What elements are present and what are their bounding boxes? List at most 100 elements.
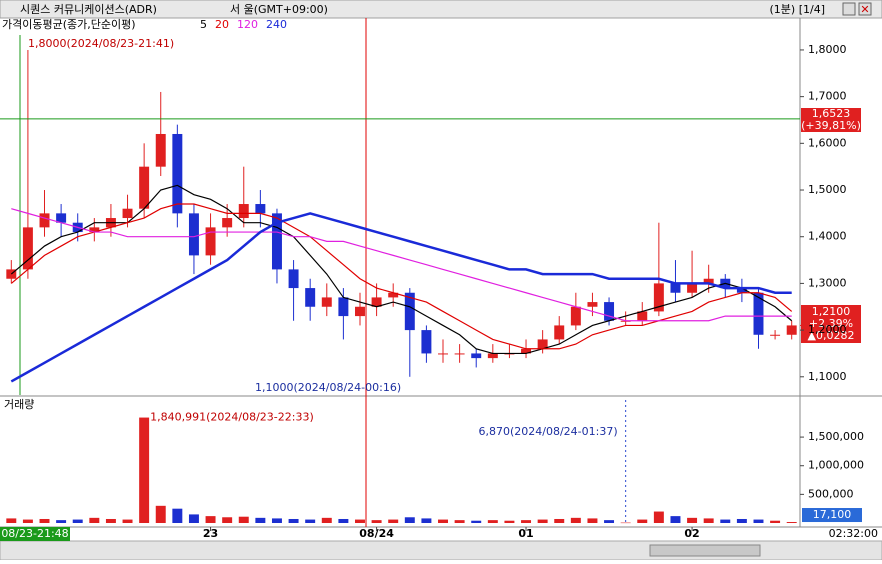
candle-body [736,288,747,293]
last-change: ▲0,0282 [808,329,855,342]
volume-bar [139,417,150,523]
candle-body [537,339,548,349]
candle-body [355,306,365,317]
volume-bar [736,518,747,523]
candle-body [687,283,698,293]
candle-body [653,283,664,312]
x-tick-label: 02 [684,527,699,540]
volume-bar [637,519,648,523]
settings-button[interactable] [842,2,856,16]
candle-body [554,325,565,340]
cursor-change: (+39,81%) [801,119,861,132]
candle-body [587,302,598,307]
volume-bar [39,518,50,523]
candle-body [438,353,448,355]
volume-bar [438,519,448,523]
volume-bar [404,517,415,523]
candle-body [670,283,681,293]
x-tick-label: 01 [518,527,533,540]
candle-body [786,325,797,335]
candle-body [89,227,100,233]
volume-bar [155,505,166,523]
volume-bar [504,520,515,523]
candle-body [604,302,615,321]
volume-bar [770,520,781,523]
volume-bar [321,517,332,523]
volume-bar [604,520,615,523]
volume-bar [6,518,17,523]
volume-bar [487,520,498,523]
candle-body [753,292,764,335]
candle-body [288,269,299,289]
volume-bar [653,511,664,523]
moving-average-line [10,184,793,355]
volume-bar [587,518,598,523]
title-bar [0,0,882,19]
volume-bar [238,516,249,523]
candle-body [22,227,33,270]
volume-bar [89,517,100,523]
candle-body [570,306,581,326]
candle-body [454,353,465,355]
candle-body [637,311,648,321]
volume-bar [670,516,681,523]
window-title: 시퀀스 커뮤니케이션스(ADR) [20,3,157,16]
candle-body [238,204,249,219]
cursor-time-box [0,527,70,541]
y-tick-label: 1,000,000 [808,459,864,472]
period: (1분) [1/4] [770,3,825,16]
y-tick-label: 1,7000 [808,90,847,103]
candle-body [471,353,482,359]
y-tick-label: 500,000 [808,487,854,500]
scroll-thumb[interactable] [649,544,761,557]
last-price: 1,2100 [812,305,851,318]
volume-bar [570,517,581,523]
volume-bar [338,518,349,523]
candle-body [205,227,216,256]
candle-body [222,218,233,228]
volume-bar [521,520,532,523]
y-tick-label: 1,2000 [808,323,847,336]
legend-entry: 5 [200,18,207,31]
volume-bar [454,520,465,523]
candle-body [338,297,349,317]
y-tick-label: 1,4000 [808,230,847,243]
timezone: 서 울(GMT+09:00) [230,3,328,16]
y-tick-label: 1,3000 [808,276,847,289]
volume-bar [222,517,233,523]
volume-bar [355,519,365,523]
volume-bar [56,520,67,523]
volume-bar [288,518,299,523]
moving-average-line [10,203,793,350]
candle-body [487,353,498,359]
volume-bar [753,519,764,523]
legend-entry: 120 [237,18,258,31]
y-tick-label: 1,5000 [808,183,847,196]
volume-bar [205,516,216,523]
legend-entry: 20 [215,18,229,31]
cursor-price-box [801,108,861,132]
clock: 02:32:00 [829,527,878,540]
x-tick-label: 23 [203,527,218,540]
volume-last-box [802,508,862,523]
candle-body [188,213,199,256]
candle-body [388,292,399,298]
volume-bar [271,518,282,523]
candle-body [404,292,415,331]
volume-bar [687,517,698,523]
x-tick-label: 08/24 [359,527,394,540]
volume-bar [786,522,797,523]
y-tick-label: 1,1000 [808,370,847,383]
cursor-price: 1,6523 [812,107,851,120]
volume-bar [105,518,116,523]
candle-body [139,166,150,209]
volume-bar [620,522,631,524]
volume-bar [720,519,731,523]
close-button[interactable] [858,2,872,16]
volume-bar [22,519,33,523]
candle-body [122,208,133,219]
volume-bar [554,518,565,523]
candle-body [39,213,50,228]
y-tick-label: 1,6000 [808,136,847,149]
moving-average-line [10,212,792,383]
